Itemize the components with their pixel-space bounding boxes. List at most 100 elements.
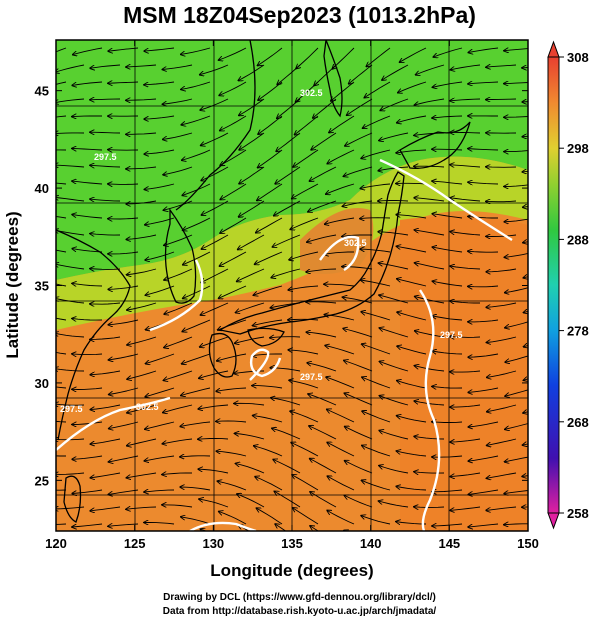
colorbar-tick-label: 298 bbox=[567, 141, 589, 156]
streamline-arrow bbox=[486, 541, 516, 542]
streamline-arrow bbox=[181, 47, 211, 54]
streamline-arrow bbox=[164, 336, 193, 348]
streamline-arrow bbox=[327, 443, 355, 457]
streamline-arrow bbox=[343, 329, 373, 338]
streamline-arrow bbox=[396, 215, 427, 219]
streamline-arrow bbox=[127, 302, 157, 310]
streamline-arrow bbox=[468, 286, 499, 287]
streamline-arrow bbox=[258, 115, 283, 134]
streamline-arrow bbox=[468, 523, 499, 527]
streamline-arrow bbox=[468, 489, 499, 495]
streamline-arrow bbox=[126, 133, 157, 134]
streamline-arrow bbox=[505, 252, 528, 257]
streamline-arrow bbox=[398, 81, 427, 93]
streamline-arrow bbox=[90, 404, 121, 410]
streamline-arrow bbox=[202, 200, 229, 215]
streamline-arrow bbox=[145, 387, 175, 397]
streamline-arrow bbox=[291, 443, 319, 457]
streamline-arrow bbox=[257, 508, 283, 525]
streamline-arrow bbox=[126, 472, 157, 478]
streamline-arrow bbox=[257, 183, 283, 201]
streamline-arrow bbox=[504, 524, 528, 525]
streamline-arrow bbox=[90, 541, 120, 543]
streamline-arrow bbox=[487, 472, 517, 478]
streamline-arrow bbox=[90, 165, 121, 167]
streamline-arrow bbox=[308, 394, 337, 406]
streamline-arrow bbox=[180, 456, 211, 457]
streamline-arrow bbox=[505, 423, 528, 429]
streamline-arrow bbox=[362, 344, 391, 355]
streamline-arrow bbox=[468, 149, 499, 150]
streamline-arrow bbox=[505, 321, 528, 328]
streamline-arrow bbox=[468, 47, 499, 53]
streamline-arrow bbox=[415, 263, 445, 270]
colorbar-tick-label: 278 bbox=[567, 324, 589, 339]
streamline-arrow bbox=[72, 319, 103, 321]
streamline-arrow bbox=[200, 98, 229, 110]
streamline-arrow bbox=[182, 183, 211, 195]
streamline-arrow bbox=[201, 132, 229, 145]
streamline-arrow bbox=[380, 362, 409, 372]
streamline-arrow bbox=[522, 473, 528, 477]
streamline-arrow bbox=[307, 234, 337, 242]
streamline-arrow bbox=[343, 200, 373, 206]
streamline-arrow bbox=[324, 284, 355, 286]
streamline-arrow bbox=[56, 249, 67, 253]
streamline-arrow bbox=[326, 183, 355, 194]
streamline-arrow bbox=[182, 319, 211, 332]
streamline-arrow bbox=[253, 319, 283, 326]
streamline-arrow bbox=[217, 353, 247, 361]
streamline-arrow bbox=[363, 115, 391, 128]
streamline-arrow bbox=[504, 150, 528, 152]
colorbar-top-arrow bbox=[547, 40, 560, 58]
streamline-arrow bbox=[396, 183, 427, 184]
x-tick-label: 135 bbox=[281, 536, 303, 551]
streamline-arrow bbox=[163, 98, 193, 104]
streamline-arrow bbox=[72, 81, 103, 85]
streamline-arrow bbox=[252, 386, 283, 389]
y-tick-label: 40 bbox=[35, 181, 49, 196]
y-tick-label: 25 bbox=[35, 473, 49, 488]
streamline-arrow bbox=[181, 517, 211, 525]
streamline-arrow bbox=[220, 115, 247, 131]
streamline-arrow bbox=[414, 472, 445, 473]
streamline-arrow bbox=[378, 232, 409, 236]
y-tick-label: 35 bbox=[35, 279, 49, 294]
streamline-arrow bbox=[432, 456, 463, 457]
streamline-arrow bbox=[288, 350, 319, 355]
streamline-arrow bbox=[90, 506, 121, 511]
streamline-arrow bbox=[362, 377, 391, 389]
streamline-arrow bbox=[90, 472, 121, 478]
streamline-arrow bbox=[72, 181, 103, 185]
streamline-arrow bbox=[378, 166, 409, 171]
streamline-arrow bbox=[432, 214, 463, 219]
streamline-arrow bbox=[415, 297, 445, 304]
streamline-arrow bbox=[198, 439, 229, 440]
streamline-arrow bbox=[144, 81, 175, 85]
streamline-arrow bbox=[306, 332, 337, 338]
streamline-arrow bbox=[56, 149, 67, 151]
streamline-arrow bbox=[505, 456, 528, 462]
streamline-arrow bbox=[361, 149, 391, 158]
streamline-arrow bbox=[108, 252, 139, 254]
streamline-arrow bbox=[324, 252, 354, 254]
streamline-arrow bbox=[56, 115, 67, 118]
temperature-contours bbox=[56, 158, 513, 531]
y-axis-label: Latitude (degrees) bbox=[3, 211, 22, 358]
streamline-arrow bbox=[468, 182, 499, 184]
x-tick-label: 145 bbox=[438, 536, 460, 551]
streamline-arrow bbox=[162, 505, 193, 507]
streamline-arrow bbox=[327, 476, 355, 491]
streamline-arrow bbox=[144, 47, 175, 51]
streamline-arrow bbox=[237, 268, 265, 281]
streamlines bbox=[56, 47, 528, 543]
streamline-arrow bbox=[397, 115, 427, 123]
streamline-arrow bbox=[109, 353, 139, 360]
streamline-arrow bbox=[415, 366, 445, 372]
streamline-arrow bbox=[90, 336, 121, 339]
streamline-arrow bbox=[290, 217, 319, 229]
credits: Drawing by DCL (https://www.gfd-dennou.o… bbox=[0, 591, 599, 619]
streamline-arrow bbox=[127, 370, 157, 379]
colorbar-tick-label: 288 bbox=[567, 232, 589, 247]
streamline-arrow bbox=[201, 166, 229, 181]
